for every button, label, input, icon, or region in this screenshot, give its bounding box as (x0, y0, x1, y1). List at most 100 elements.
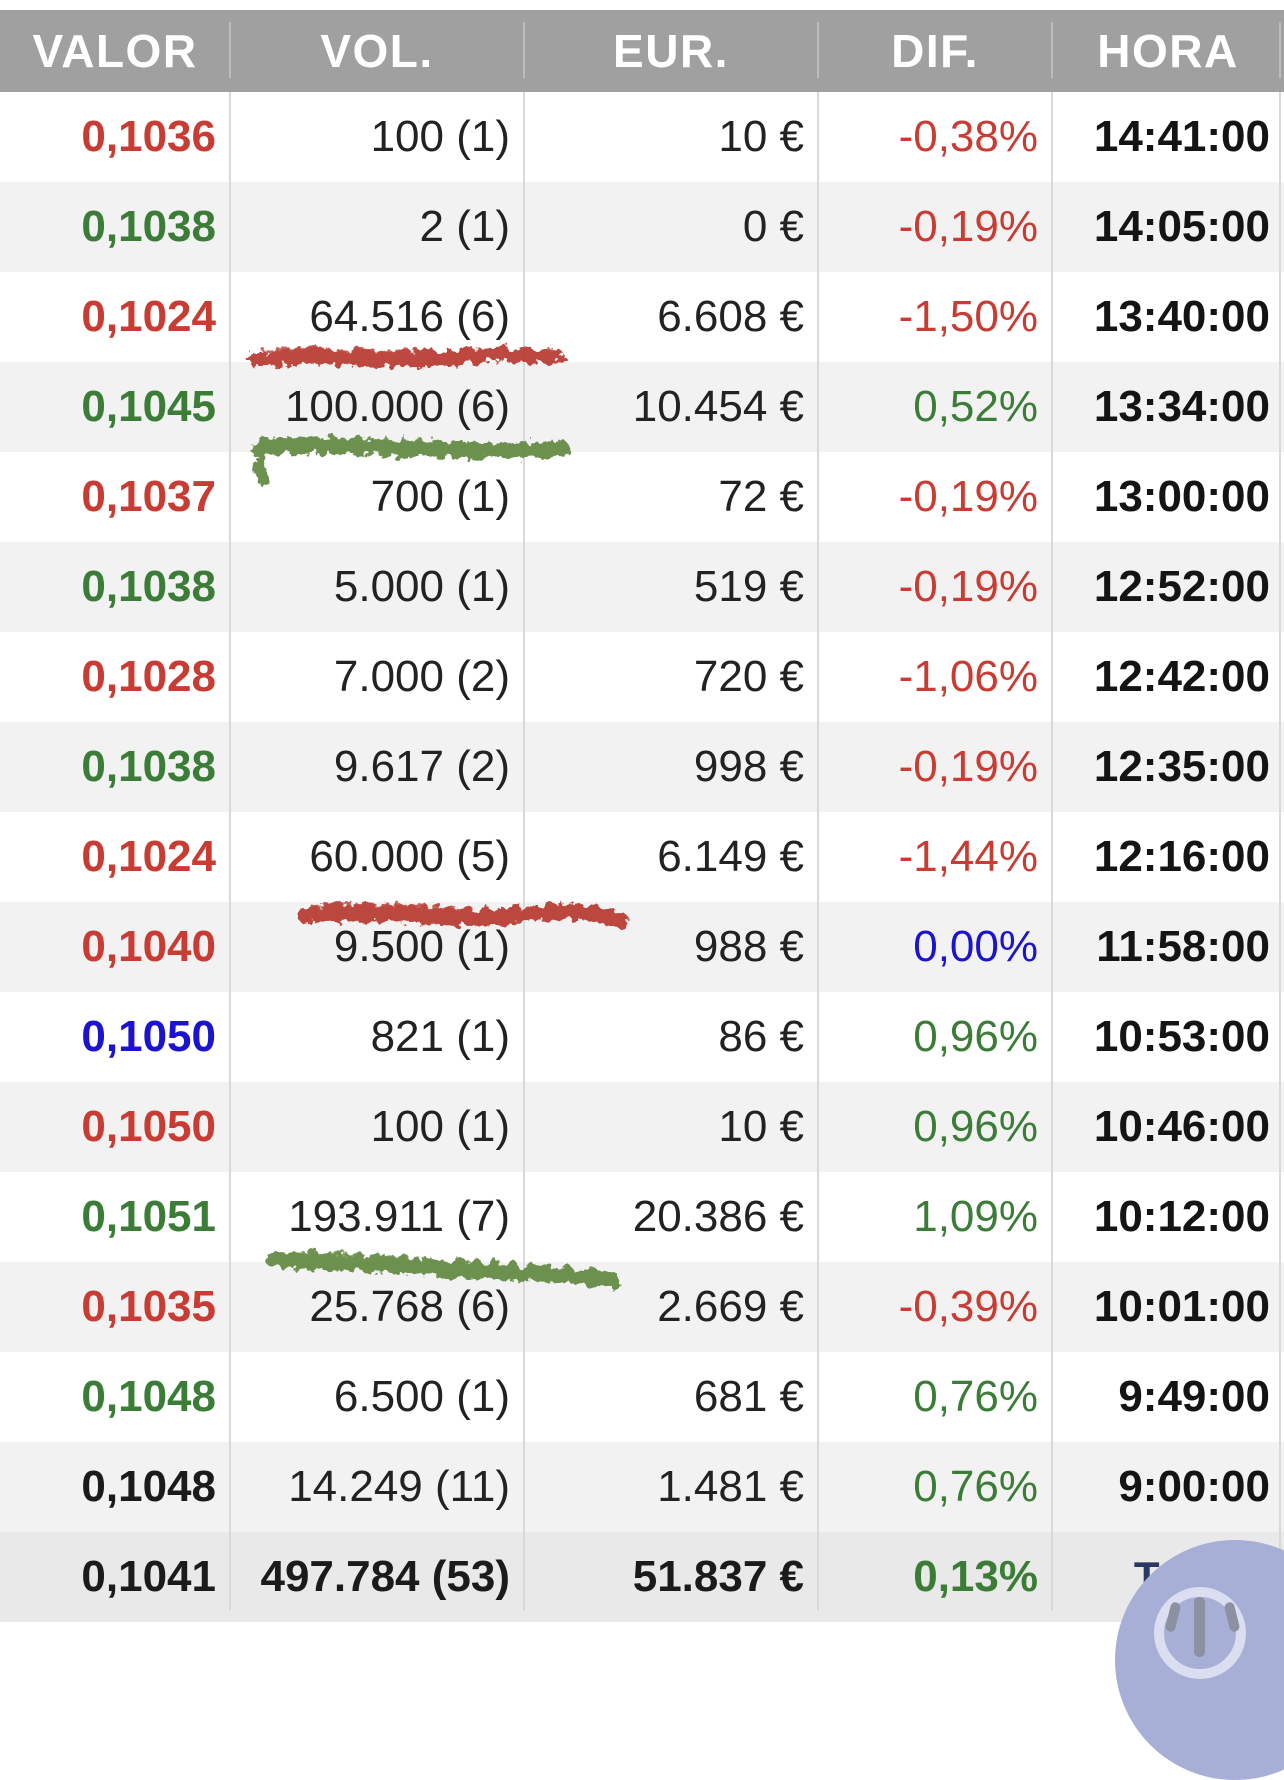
column-header-valor: VALOR (32, 25, 198, 77)
cell-difference: 1,09% (913, 1192, 1038, 1241)
table-row: 0,1038 5.000 (1) 519 € -0,19% 12:52:00 (0, 542, 1284, 632)
column-header-hora: HORA (1097, 25, 1239, 77)
cell-time: 12:42:00 (1093, 652, 1270, 701)
cell-volume: 193.911 (7) (288, 1192, 510, 1241)
cell-time: 13:40:00 (1093, 292, 1270, 341)
table-row: 0,1037 700 (1) 72 € -0,19% 13:00:00 (0, 452, 1284, 542)
cell-euros: 2.669 € (657, 1282, 804, 1331)
cell-valor: 0,1048 (81, 1372, 216, 1421)
cell-time: 9:49:00 (1118, 1372, 1270, 1421)
cell-euros: 998 € (693, 742, 804, 791)
cell-valor: 0,1038 (81, 562, 216, 611)
cell-difference: -1,44% (898, 832, 1038, 881)
cell-volume: 2 (1) (419, 202, 510, 251)
header-divider (523, 22, 525, 78)
cell-difference: 0,52% (913, 382, 1038, 431)
header-divider (229, 22, 231, 78)
cell-difference: 0,96% (913, 1102, 1038, 1151)
table-row: 0,1040 9.500 (1) 988 € 0,00% 11:58:00 (0, 902, 1284, 992)
cell-difference: 0,76% (913, 1462, 1038, 1511)
cell-difference: -0,19% (898, 472, 1038, 521)
cell-euros: 86 € (718, 1012, 804, 1061)
cell-volume: 25.768 (6) (309, 1282, 510, 1331)
table-row: 0,1051 193.911 (7) 20.386 € 1,09% 10:12:… (0, 1172, 1284, 1262)
cell-volume: 821 (1) (370, 1012, 510, 1061)
cell-volume: 64.516 (6) (309, 292, 510, 341)
table-row: 0,1045 100.000 (6) 10.454 € 0,52% 13:34:… (0, 362, 1284, 452)
cell-valor: 0,1050 (81, 1012, 216, 1061)
cell-time: 13:34:00 (1093, 382, 1270, 431)
cell-euros: 519 € (693, 562, 804, 611)
cell-time: 10:53:00 (1093, 1012, 1270, 1061)
table-body: 0,1036 100 (1) 10 € -0,38% 14:41:00 0,10… (0, 92, 1284, 1622)
power-icon-bar (1194, 1597, 1205, 1657)
cell-difference: -0,19% (898, 562, 1038, 611)
cell-time: 10:01:00 (1093, 1282, 1270, 1331)
cell-time: 12:16:00 (1093, 832, 1270, 881)
total-difference: 0,13% (913, 1552, 1038, 1601)
table-row: 0,1050 100 (1) 10 € 0,96% 10:46:00 (0, 1082, 1284, 1172)
cell-time: 9:00:00 (1118, 1462, 1270, 1511)
trades-table-page: { "colors": { "red": "#c83c33", "green":… (0, 10, 1284, 1780)
total-row: 0,1041 497.784 (53) 51.837 € 0,13% TOTAL (0, 1532, 1284, 1622)
cell-time: 12:35:00 (1093, 742, 1270, 791)
cell-difference: -0,19% (898, 202, 1038, 251)
column-divider (229, 92, 231, 1611)
cell-valor: 0,1045 (81, 382, 216, 431)
cell-volume: 7.000 (2) (333, 652, 510, 701)
cell-valor: 0,1038 (81, 202, 216, 251)
cell-euros: 6.149 € (657, 832, 804, 881)
cell-time: 14:05:00 (1093, 202, 1270, 251)
cell-time: 14:41:00 (1093, 112, 1270, 161)
cell-euros: 988 € (693, 922, 804, 971)
column-divider (817, 92, 819, 1611)
cell-euros: 10 € (718, 1102, 804, 1151)
cell-euros: 20.386 € (632, 1192, 804, 1241)
cell-time: 13:00:00 (1093, 472, 1270, 521)
column-header-dif: DIF. (891, 25, 979, 77)
cell-volume: 6.500 (1) (333, 1372, 510, 1421)
cell-difference: -1,50% (898, 292, 1038, 341)
cell-valor: 0,1036 (81, 112, 216, 161)
cell-volume: 5.000 (1) (333, 562, 510, 611)
cell-euros: 681 € (693, 1372, 804, 1421)
cell-time: 12:52:00 (1093, 562, 1270, 611)
cell-euros: 0 € (742, 202, 804, 251)
cell-difference: 0,00% (913, 922, 1038, 971)
cell-valor: 0,1038 (81, 742, 216, 791)
cell-time: 11:58:00 (1096, 922, 1270, 971)
cell-volume: 100 (1) (370, 112, 510, 161)
cell-difference: -1,06% (898, 652, 1038, 701)
table-row: 0,1038 9.617 (2) 998 € -0,19% 12:35:00 (0, 722, 1284, 812)
cell-volume: 14.249 (11) (288, 1462, 510, 1511)
header-divider (817, 22, 819, 78)
cell-volume: 9.617 (2) (333, 742, 510, 791)
cell-difference: -0,39% (898, 1282, 1038, 1331)
cell-valor: 0,1040 (81, 922, 216, 971)
cell-difference: 0,76% (913, 1372, 1038, 1421)
cell-volume: 9.500 (1) (333, 922, 510, 971)
table-row: 0,1024 64.516 (6) 6.608 € -1,50% 13:40:0… (0, 272, 1284, 362)
table-row: 0,1048 6.500 (1) 681 € 0,76% 9:49:00 (0, 1352, 1284, 1442)
cell-euros: 10 € (718, 112, 804, 161)
column-divider (1279, 92, 1281, 1611)
cell-valor: 0,1028 (81, 652, 216, 701)
cell-difference: 0,96% (913, 1012, 1038, 1061)
cell-difference: -0,19% (898, 742, 1038, 791)
cell-valor: 0,1048 (81, 1462, 216, 1511)
table-row: 0,1050 821 (1) 86 € 0,96% 10:53:00 (0, 992, 1284, 1082)
cell-euros: 10.454 € (632, 382, 804, 431)
cell-volume: 100.000 (6) (284, 382, 510, 431)
table-row: 0,1035 25.768 (6) 2.669 € -0,39% 10:01:0… (0, 1262, 1284, 1352)
cell-valor: 0,1050 (81, 1102, 216, 1151)
cell-time: 10:46:00 (1093, 1102, 1270, 1151)
total-euros: 51.837 € (632, 1552, 804, 1601)
cell-euros: 720 € (693, 652, 804, 701)
header-divider (1279, 22, 1281, 78)
table-row: 0,1024 60.000 (5) 6.149 € -1,44% 12:16:0… (0, 812, 1284, 902)
cell-euros: 72 € (718, 472, 804, 521)
cell-valor: 0,1037 (81, 472, 216, 521)
table-header: VALOR VOL. EUR. DIF. HORA (0, 10, 1284, 92)
table-row: 0,1038 2 (1) 0 € -0,19% 14:05:00 (0, 182, 1284, 272)
total-volume: 497.784 (53) (260, 1552, 510, 1601)
